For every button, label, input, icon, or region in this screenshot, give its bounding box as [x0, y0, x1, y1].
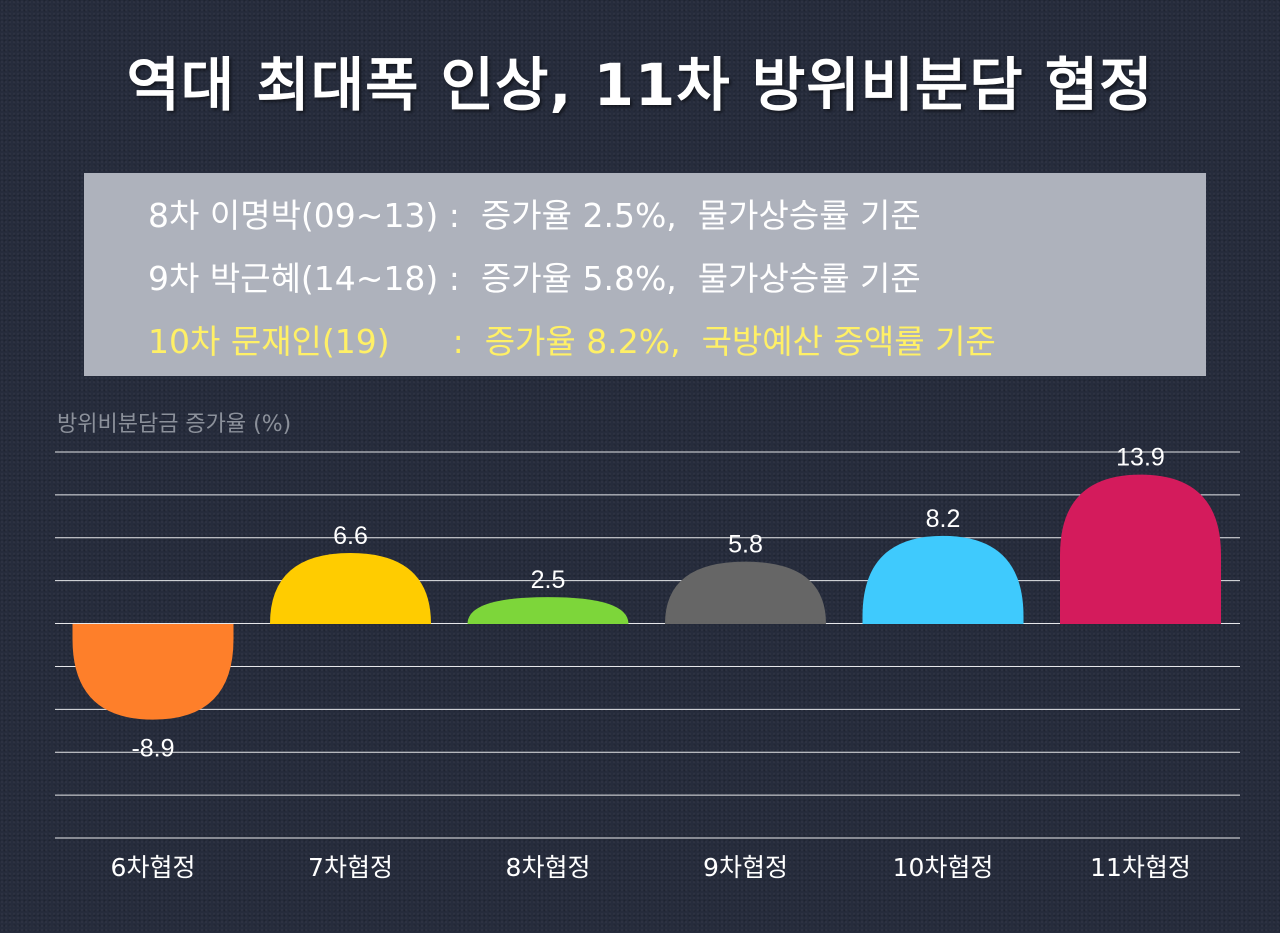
bar-7th: [270, 553, 431, 624]
category-label: 9차협정: [703, 853, 788, 882]
info-box: 8차 이명박(09~13) : 증가율 2.5%, 물가상승률 기준 9차 박근…: [84, 173, 1206, 376]
info-line-9th: 9차 박근혜(14~18) : 증가율 5.8%, 물가상승률 기준: [148, 259, 921, 298]
bar-8th: [467, 597, 629, 624]
value-label: 13.9: [1116, 444, 1165, 472]
category-labels: 6차협정 7차협정 8차협정 9차협정 10차협정 11차협정: [111, 853, 1191, 882]
bar-11th: [1060, 474, 1221, 624]
bar-chart: -8.9 6.6 2.5 5.8 8.2 13.9 6차협정 7차협정 8차협정 9차협정 10차…: [55, 444, 1240, 882]
gridlines: [55, 451, 1240, 839]
info-line-10th: 10차 문재인(19) : 증가율 8.2%, 국방예산 증액률 기준: [148, 322, 996, 361]
category-label: 6차협정: [111, 853, 196, 882]
value-label: 2.5: [531, 566, 566, 594]
value-labels: -8.9 6.6 2.5 5.8 8.2 13.9: [131, 444, 1164, 763]
bar-9th: [665, 561, 826, 624]
category-label: 7차협정: [308, 853, 393, 882]
value-label: 6.6: [333, 522, 368, 550]
category-label: 10차협정: [893, 853, 994, 882]
info-line-8th: 8차 이명박(09~13) : 증가율 2.5%, 물가상승률 기준: [148, 196, 921, 235]
page-title: 역대 최대폭 인상, 11차 방위비분담 협정: [126, 51, 1154, 119]
value-label: 5.8: [728, 531, 763, 559]
y-axis-title: 방위비분담금 증가율 (%): [57, 412, 292, 437]
category-label: 8차협정: [506, 853, 591, 882]
category-label: 11차협정: [1090, 853, 1191, 882]
bar-6th: [72, 624, 234, 720]
bars: [72, 474, 1221, 720]
value-label: 8.2: [926, 505, 961, 533]
bar-10th: [862, 535, 1024, 624]
value-label: -8.9: [131, 735, 174, 763]
